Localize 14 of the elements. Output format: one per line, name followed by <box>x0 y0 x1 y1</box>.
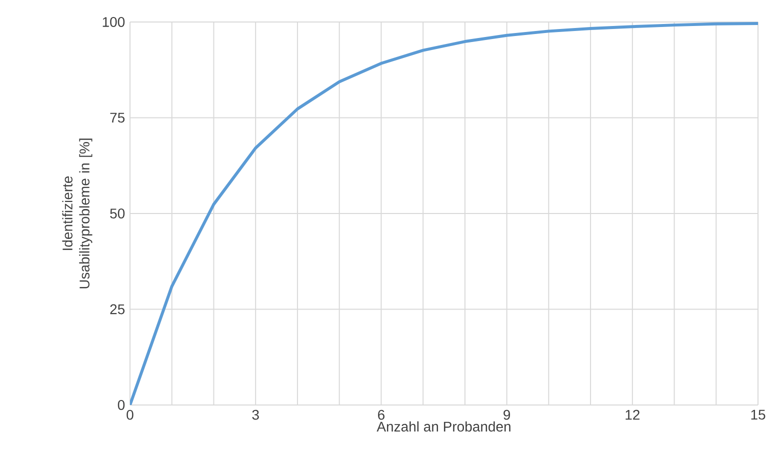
y-tick-label: 50 <box>110 208 125 218</box>
x-tick-label: 15 <box>751 410 766 420</box>
x-axis-title: Anzahl an Probanden <box>376 421 510 432</box>
x-tick-label: 0 <box>126 410 134 420</box>
x-tick-label: 6 <box>378 410 384 420</box>
x-tick-label: 9 <box>504 410 510 420</box>
line-series <box>130 22 758 405</box>
y-tick-label: 75 <box>110 112 125 123</box>
x-tick-label: 3 <box>252 410 259 420</box>
y-axis-title: Identifizierte Usabilityprobleme in [%] <box>62 138 92 288</box>
y-tick-label: 0 <box>118 400 125 410</box>
y-tick-label: 25 <box>110 304 125 314</box>
y-tick-label: 100 <box>102 17 125 27</box>
x-tick-label: 12 <box>626 410 640 420</box>
